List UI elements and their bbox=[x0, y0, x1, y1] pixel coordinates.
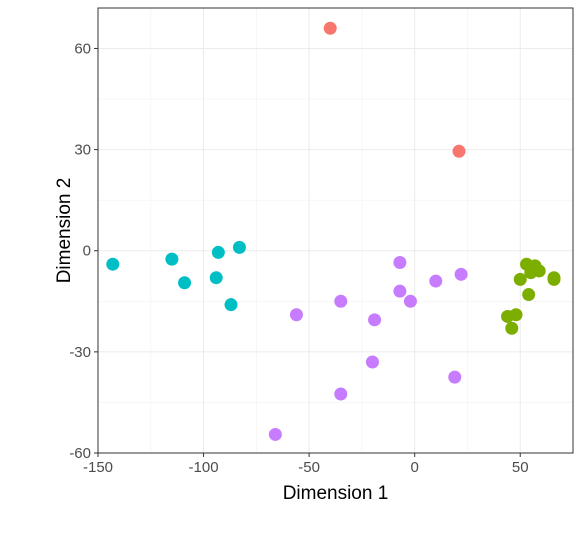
scatter-point bbox=[452, 144, 466, 158]
scatter-point bbox=[211, 245, 225, 259]
scatter-point bbox=[524, 266, 538, 280]
scatter-point bbox=[268, 427, 282, 441]
scatter-point bbox=[289, 308, 303, 322]
scatter-point bbox=[334, 294, 348, 308]
scatter-point bbox=[368, 313, 382, 327]
scatter-point bbox=[178, 276, 192, 290]
series-group bbox=[323, 21, 466, 158]
x-tick-label: 0 bbox=[410, 459, 418, 476]
series-group bbox=[106, 240, 246, 312]
scatter-point bbox=[513, 272, 527, 286]
points-layer bbox=[106, 21, 561, 441]
x-tick-label: -100 bbox=[189, 459, 219, 476]
scatter-point bbox=[501, 309, 515, 323]
x-axis-title: Dimension 1 bbox=[283, 483, 389, 504]
y-tick-label: 0 bbox=[83, 243, 91, 260]
y-tick-label: -60 bbox=[69, 445, 91, 462]
series-group bbox=[501, 257, 561, 335]
scatter-point bbox=[547, 272, 561, 286]
scatter-point bbox=[106, 257, 120, 271]
scatter-point bbox=[209, 271, 223, 285]
scatter-point bbox=[165, 252, 179, 266]
scatter-point bbox=[448, 370, 462, 384]
x-tick-label: 50 bbox=[512, 459, 529, 476]
scatter-point bbox=[334, 387, 348, 401]
series-group bbox=[268, 256, 468, 441]
scatter-point bbox=[365, 355, 379, 369]
scatter-point bbox=[429, 274, 443, 288]
scatter-point bbox=[522, 288, 536, 302]
scatter-point bbox=[393, 284, 407, 298]
scatter-point bbox=[393, 256, 407, 270]
scatter-point bbox=[454, 267, 468, 281]
x-tick-label: -50 bbox=[298, 459, 320, 476]
y-tick-label: 60 bbox=[74, 40, 91, 57]
scatter-point bbox=[224, 298, 238, 312]
scatter-point bbox=[323, 21, 337, 35]
grid-layer bbox=[97, 8, 574, 454]
scatter-point bbox=[403, 294, 417, 308]
scatter-point bbox=[505, 321, 519, 335]
plot-panel-border bbox=[97, 7, 574, 454]
y-tick-label: 30 bbox=[74, 142, 91, 159]
axis-layer: -150 -100 -50 0 50 -60 -30 0 30 60 bbox=[69, 40, 528, 476]
x-tick-label: -150 bbox=[83, 459, 113, 476]
scatter-point bbox=[232, 240, 246, 254]
y-tick-label: -30 bbox=[69, 344, 91, 361]
y-axis-title: Dimension 2 bbox=[54, 178, 75, 284]
